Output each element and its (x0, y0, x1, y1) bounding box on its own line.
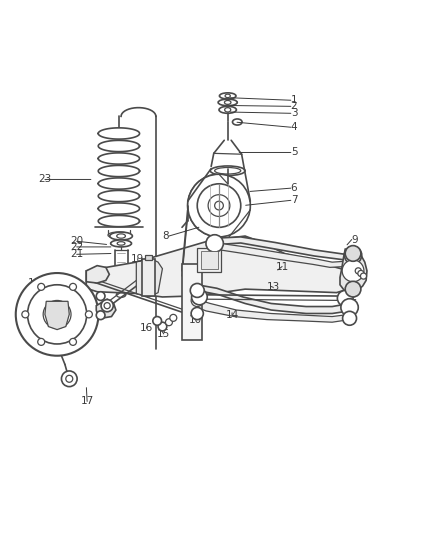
Text: 7: 7 (291, 196, 297, 205)
Ellipse shape (111, 240, 131, 247)
Text: 15: 15 (157, 329, 170, 339)
Text: 17: 17 (81, 397, 94, 407)
Text: 13: 13 (267, 282, 280, 293)
Polygon shape (188, 285, 352, 313)
Text: 16: 16 (140, 324, 153, 333)
Circle shape (345, 281, 361, 297)
Circle shape (166, 319, 173, 326)
Polygon shape (215, 243, 345, 268)
Circle shape (101, 300, 113, 312)
Circle shape (191, 289, 207, 305)
Ellipse shape (224, 100, 231, 104)
Circle shape (28, 285, 87, 344)
Text: 14: 14 (225, 310, 239, 320)
Text: 23: 23 (39, 174, 52, 184)
Circle shape (197, 184, 241, 228)
Ellipse shape (117, 234, 125, 238)
Bar (145, 255, 152, 260)
Ellipse shape (225, 94, 230, 98)
Circle shape (343, 311, 357, 325)
Text: 21: 21 (70, 249, 83, 260)
Circle shape (355, 268, 361, 274)
Circle shape (22, 311, 29, 318)
Circle shape (170, 314, 177, 321)
Ellipse shape (116, 292, 126, 297)
Text: 19: 19 (131, 254, 145, 264)
Circle shape (342, 260, 364, 282)
Polygon shape (136, 258, 162, 297)
Circle shape (337, 290, 353, 306)
Ellipse shape (233, 119, 242, 125)
Circle shape (344, 246, 362, 264)
Bar (201, 251, 218, 269)
Bar (182, 264, 201, 341)
Circle shape (38, 338, 45, 345)
Text: 10: 10 (350, 266, 363, 276)
Circle shape (208, 195, 230, 216)
Polygon shape (188, 297, 350, 322)
Polygon shape (45, 301, 69, 329)
Ellipse shape (225, 108, 231, 112)
Ellipse shape (219, 107, 237, 114)
Bar (141, 259, 155, 296)
Text: 20: 20 (70, 236, 83, 246)
Circle shape (38, 284, 45, 290)
Text: 1: 1 (291, 95, 297, 105)
Text: 18: 18 (28, 278, 41, 288)
Circle shape (187, 174, 251, 237)
Circle shape (158, 322, 167, 331)
Circle shape (43, 301, 71, 328)
Polygon shape (96, 299, 116, 319)
Circle shape (104, 303, 110, 309)
Polygon shape (86, 236, 363, 297)
Circle shape (191, 308, 203, 320)
Circle shape (206, 235, 223, 252)
Circle shape (85, 311, 92, 318)
Text: 11: 11 (276, 262, 289, 271)
Circle shape (66, 375, 73, 382)
Text: 10: 10 (188, 314, 201, 325)
Ellipse shape (110, 232, 132, 240)
Text: 2: 2 (291, 101, 297, 111)
Circle shape (96, 292, 105, 301)
Text: 12: 12 (345, 292, 358, 302)
Circle shape (358, 270, 364, 277)
Circle shape (215, 201, 223, 210)
Text: 22: 22 (70, 242, 83, 252)
Polygon shape (215, 237, 354, 260)
Circle shape (360, 273, 367, 279)
Circle shape (341, 298, 358, 316)
Text: 9: 9 (352, 235, 358, 245)
Text: 6: 6 (291, 183, 297, 193)
Text: 3: 3 (291, 108, 297, 118)
Polygon shape (86, 265, 110, 283)
Circle shape (345, 246, 361, 261)
Ellipse shape (219, 93, 236, 99)
Circle shape (61, 371, 77, 386)
Circle shape (70, 338, 77, 345)
Text: 5: 5 (291, 148, 297, 157)
Circle shape (70, 284, 77, 290)
Text: 13: 13 (28, 286, 41, 295)
Ellipse shape (210, 166, 245, 175)
Ellipse shape (218, 99, 237, 106)
Ellipse shape (117, 241, 125, 245)
Circle shape (191, 294, 203, 306)
Circle shape (153, 317, 162, 325)
Text: 8: 8 (162, 231, 169, 241)
Ellipse shape (108, 232, 130, 238)
Bar (197, 248, 221, 272)
Ellipse shape (215, 167, 241, 174)
Circle shape (96, 311, 105, 320)
Circle shape (16, 273, 99, 356)
Circle shape (190, 284, 204, 297)
Polygon shape (340, 249, 367, 293)
Text: 4: 4 (291, 122, 297, 132)
